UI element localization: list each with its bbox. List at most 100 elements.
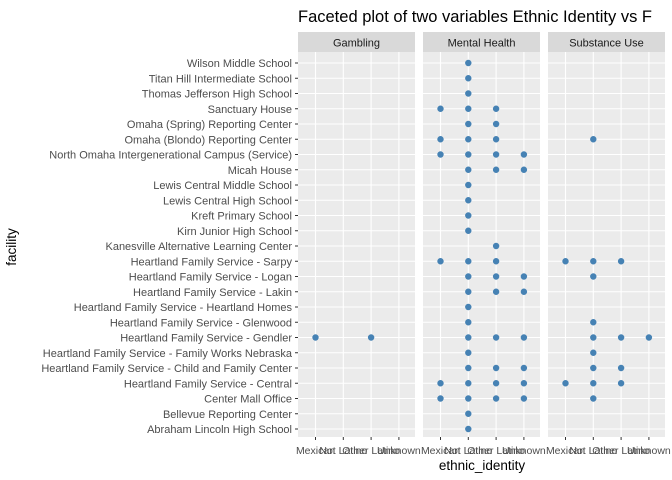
y-tick-label: Sanctuary House [208,104,292,116]
data-point [465,288,472,295]
data-point [465,120,472,128]
y-tick-label: Heartland Family Service - Sarpy [131,256,293,268]
data-point [590,136,597,143]
data-point [437,105,444,112]
data-point [590,319,597,326]
data-point [520,380,528,387]
data-point [465,90,472,97]
data-point [465,151,472,158]
data-point [492,136,500,143]
data-point [465,395,472,402]
y-tick-label: Heartland Family Service - Heartland Hom… [74,302,293,314]
data-point [492,151,500,158]
data-point [465,303,472,311]
data-point [590,395,597,402]
y-tick-label: Lewis Central High School [163,195,292,207]
data-point [465,212,472,219]
data-point [465,349,472,356]
data-point [520,288,528,295]
facet-panel-background [298,52,415,437]
y-tick-label: North Omaha Intergenerational Campus (Se… [49,150,292,162]
x-tick-label: Not Latino [569,445,617,457]
data-point [465,75,472,82]
data-point [465,380,472,387]
data-point [437,151,444,158]
x-tick-label: Other Latino [467,445,525,457]
data-point [492,273,500,280]
data-point [465,273,472,280]
x-tick-label: Other Latino [592,445,650,457]
y-tick-label: Heartland Family Service - Glenwood [110,317,292,329]
x-tick-label: Not Latino [444,445,492,457]
y-tick-label: Kanesville Alternative Learning Center [105,241,292,253]
y-axis-title: facility [4,228,19,266]
data-point [465,227,472,234]
data-point [492,166,500,173]
data-point [465,197,472,204]
data-point [492,380,500,387]
data-point [590,273,597,280]
data-point [492,288,500,295]
y-axis-tick-labels: Abraham Lincoln High School Bellevue Repo… [41,58,298,436]
y-tick-label: Wilson Middle School [187,58,292,70]
y-tick-label: Lewis Central Middle School [153,180,292,192]
chart-title: Faceted plot of two variables Ethnic Ide… [298,8,652,26]
y-tick-label: Kirn Junior High School [177,226,292,238]
y-tick-label: Micah House [228,165,292,177]
data-point [492,105,500,112]
facet-strip [548,32,665,52]
data-point [465,364,472,372]
y-tick-label: Center Mall Office [204,394,292,406]
x-tick-label: Unknown [627,445,671,457]
data-point [465,59,472,67]
x-tick-label: Other Latino [342,445,400,457]
data-point [465,181,472,189]
data-point [465,319,472,326]
y-tick-label: Thomas Jefferson High School [142,89,292,101]
x-axis-title: ethnic_identity [439,458,526,473]
y-tick-label: Omaha (Blondo) Reporting Center [124,134,292,146]
data-point [562,258,569,265]
data-point [437,136,444,143]
y-tick-label: Titan Hill Intermediate School [149,73,292,85]
data-point [492,120,500,128]
x-tick-label: Unknown [502,445,546,457]
facet-strip-label: Gambling [333,38,380,50]
data-point [520,334,528,341]
data-point [617,258,625,265]
data-point [617,364,625,372]
facet-panel-background [423,52,540,437]
y-tick-label: Heartland Family Service - Gendler [120,333,292,345]
data-point [465,166,472,173]
facet-strip-label: Mental Health [448,38,516,50]
data-point [520,395,528,402]
y-tick-label: Heartland Family Service - Central [124,378,292,390]
data-point [465,136,472,143]
data-point [492,258,500,265]
facet-strip [423,32,540,52]
data-point [492,334,500,341]
data-point [520,151,528,158]
data-point [492,364,500,372]
x-tick-label: Mexican [296,445,335,457]
data-point [437,258,444,265]
data-point [562,380,569,387]
data-point [617,380,625,387]
x-tick-label: Not Latino [319,445,367,457]
data-point [367,334,375,341]
y-tick-label: Heartland Family Service - Logan [129,272,292,284]
data-point [617,334,625,341]
data-point [465,334,472,341]
facet-panel-background [548,52,665,437]
y-tick-label: Abraham Lincoln High School [147,424,292,436]
data-point [465,410,472,417]
data-point [645,334,653,341]
data-point [520,166,528,173]
data-point [492,242,500,250]
data-point [520,273,528,280]
data-point [465,425,472,433]
